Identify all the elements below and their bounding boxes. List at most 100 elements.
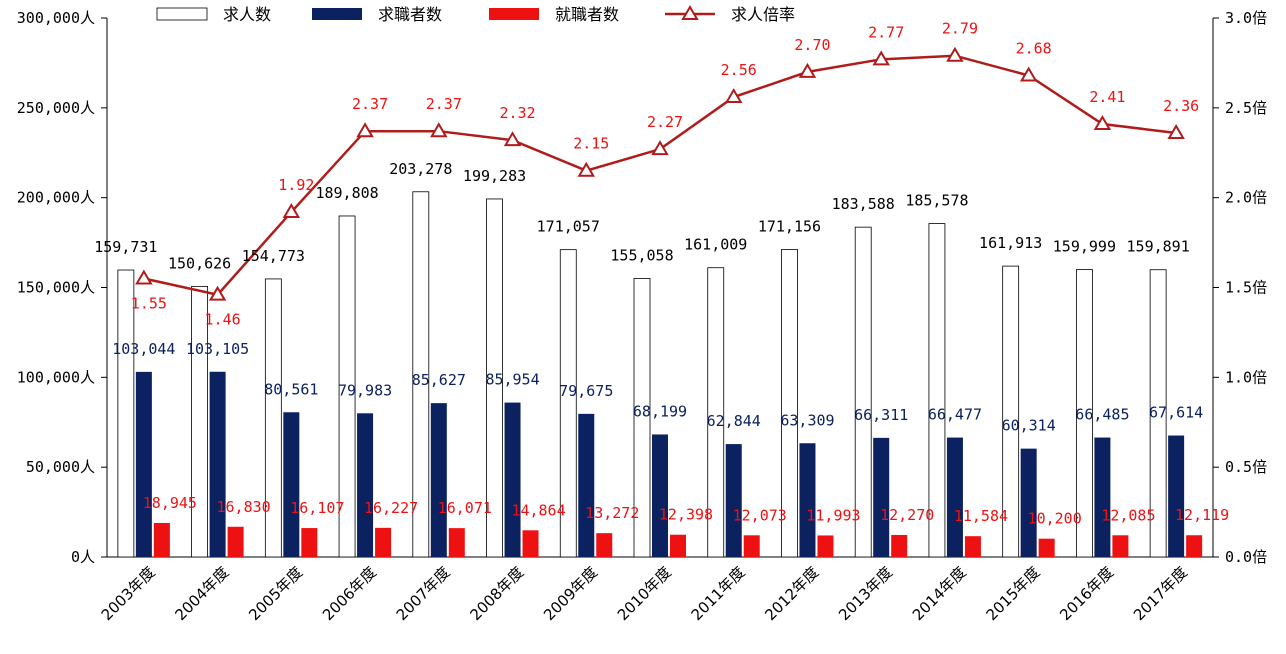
bar-job-seekers bbox=[725, 444, 742, 557]
data-label-job-openings: 150,626 bbox=[168, 254, 231, 272]
data-label-ratio: 2.27 bbox=[647, 113, 683, 131]
bars bbox=[117, 191, 1203, 558]
category-label: 2006年度 bbox=[319, 563, 380, 624]
bar-job-seekers bbox=[430, 403, 447, 557]
legend-ratio-label: 求人倍率 bbox=[731, 5, 795, 24]
right-tick-label: 3.0倍 bbox=[1225, 9, 1267, 27]
ratio-marker bbox=[946, 46, 964, 62]
category-label: 2012年度 bbox=[761, 563, 822, 624]
data-label-ratio: 2.68 bbox=[1016, 39, 1052, 57]
ratio-marker bbox=[577, 161, 596, 177]
bar-job-seekers bbox=[283, 412, 300, 557]
category-label: 2008年度 bbox=[466, 563, 527, 624]
bar-hired bbox=[817, 535, 834, 557]
data-label-job-openings: 171,156 bbox=[758, 217, 821, 235]
data-label-hired: 11,584 bbox=[954, 507, 1008, 525]
data-label-job-seekers: 80,561 bbox=[264, 380, 318, 398]
right-tick-label: 2.0倍 bbox=[1225, 189, 1267, 207]
data-label-hired: 12,270 bbox=[880, 506, 934, 524]
legend-ratio-marker bbox=[681, 5, 699, 20]
category-label: 2005年度 bbox=[245, 563, 306, 624]
data-label-job-openings: 155,058 bbox=[610, 246, 673, 264]
data-label-hired: 16,227 bbox=[364, 499, 418, 517]
bar-job-seekers bbox=[357, 413, 374, 557]
bar-hired bbox=[301, 528, 318, 557]
category-label: 2015年度 bbox=[983, 563, 1044, 624]
category-label: 2011年度 bbox=[688, 563, 749, 624]
right-tick-label: 2.5倍 bbox=[1225, 99, 1267, 117]
bar-job-openings bbox=[338, 215, 356, 558]
data-label-job-seekers: 66,477 bbox=[928, 406, 982, 424]
bar-hired bbox=[964, 536, 981, 557]
ratio-marker bbox=[282, 203, 301, 219]
left-tick-label: 250,000人 bbox=[17, 99, 95, 117]
bar-job-seekers bbox=[1094, 437, 1111, 557]
data-label-job-openings: 185,578 bbox=[905, 192, 968, 210]
category-label: 2014年度 bbox=[909, 563, 970, 624]
data-label-hired: 12,085 bbox=[1101, 506, 1155, 524]
data-label-hired: 18,945 bbox=[143, 494, 197, 512]
ratio-marker bbox=[503, 131, 522, 147]
bar-job-seekers bbox=[209, 371, 226, 557]
ratio-marker bbox=[1093, 115, 1112, 131]
left-tick-label: 300,000人 bbox=[17, 9, 95, 27]
ratio-line bbox=[135, 46, 1185, 301]
data-label-job-seekers: 63,309 bbox=[780, 411, 834, 429]
data-label-hired: 12,073 bbox=[733, 506, 787, 524]
bar-job-openings bbox=[707, 267, 725, 558]
data-label-hired: 11,993 bbox=[806, 506, 860, 524]
data-label-ratio: 1.46 bbox=[205, 311, 241, 329]
bar-hired bbox=[1186, 535, 1203, 557]
data-label-hired: 13,272 bbox=[585, 504, 639, 522]
data-label-job-seekers: 62,844 bbox=[707, 412, 761, 430]
data-label-job-openings: 203,278 bbox=[389, 160, 452, 178]
ratio-marker bbox=[430, 122, 448, 138]
right-tick-label: 0.0倍 bbox=[1225, 548, 1267, 566]
bar-job-openings bbox=[633, 278, 651, 558]
bar-hired bbox=[227, 526, 244, 557]
data-label-job-openings: 199,283 bbox=[463, 167, 526, 185]
bar-job-seekers bbox=[135, 371, 152, 557]
bar-job-seekers bbox=[578, 413, 595, 557]
data-label-ratio: 2.36 bbox=[1163, 97, 1199, 115]
category-label: 2017年度 bbox=[1130, 563, 1191, 624]
bar-hired bbox=[670, 534, 686, 557]
category-label: 2009年度 bbox=[540, 563, 601, 624]
legend-job-seekers-swatch bbox=[312, 8, 362, 20]
bar-job-openings bbox=[412, 191, 430, 558]
bar-job-openings bbox=[1002, 265, 1020, 558]
data-label-job-openings: 159,891 bbox=[1127, 238, 1190, 256]
data-label-job-seekers: 103,044 bbox=[112, 340, 175, 358]
bar-job-openings bbox=[486, 198, 503, 558]
right-tick-label: 1.0倍 bbox=[1225, 368, 1267, 386]
category-label: 2003年度 bbox=[98, 563, 159, 624]
data-label-ratio: 2.32 bbox=[499, 104, 535, 122]
bar-hired bbox=[448, 528, 465, 557]
bar-job-openings bbox=[1076, 269, 1093, 558]
left-tick-label: 0人 bbox=[71, 548, 95, 566]
data-label-ratio: 2.77 bbox=[868, 23, 904, 41]
data-label-hired: 16,071 bbox=[438, 499, 492, 517]
bar-hired bbox=[743, 535, 760, 557]
bar-job-openings bbox=[117, 269, 135, 558]
ratio-marker bbox=[798, 62, 817, 78]
left-tick-label: 100,000人 bbox=[17, 368, 95, 386]
ratio-marker bbox=[1019, 66, 1038, 82]
category-label: 2007年度 bbox=[393, 563, 454, 624]
data-label-ratio: 2.15 bbox=[573, 135, 609, 153]
data-label-job-openings: 159,731 bbox=[94, 238, 157, 256]
data-label-job-seekers: 66,311 bbox=[854, 406, 908, 424]
data-label-job-seekers: 79,675 bbox=[559, 382, 613, 400]
data-label-ratio: 1.55 bbox=[131, 295, 167, 313]
data-label-job-seekers: 79,983 bbox=[338, 381, 392, 399]
ratio-marker bbox=[135, 269, 153, 285]
left-tick-label: 50,000人 bbox=[26, 458, 95, 476]
legend-job-seekers-label: 求職者数 bbox=[378, 5, 442, 24]
category-label: 2004年度 bbox=[171, 563, 232, 624]
bar-job-seekers bbox=[652, 434, 668, 557]
bar-job-openings bbox=[559, 249, 577, 558]
bar-job-seekers bbox=[946, 437, 963, 557]
ratio-marker bbox=[724, 88, 743, 104]
data-label-ratio: 1.92 bbox=[278, 176, 314, 194]
category-label: 2013年度 bbox=[835, 563, 896, 624]
